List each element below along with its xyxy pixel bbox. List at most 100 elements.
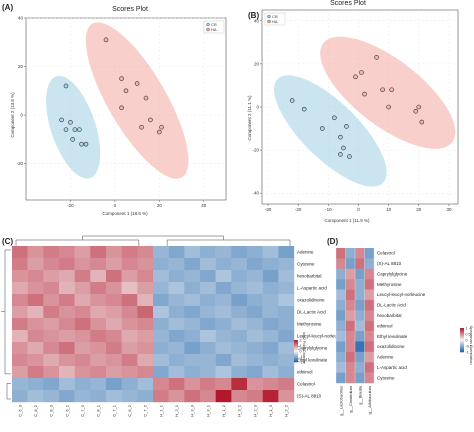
column-label: C_7_2 [143, 404, 148, 417]
heatmap-cell [355, 372, 365, 384]
heatmap-cell [12, 390, 28, 403]
heatmap-cell [364, 258, 375, 269]
heatmap-cell [262, 270, 279, 283]
row-dendrogram [1, 249, 11, 400]
heatmap-cell [278, 258, 295, 271]
heatmap-cell [153, 318, 169, 331]
scale-bar-segment [460, 341, 464, 343]
heatmap-cell [336, 310, 346, 321]
heatmap-cell [106, 330, 122, 343]
scale-bar-segment [460, 334, 464, 335]
heatmap-cell [121, 258, 138, 271]
row-label: Caprylylglycine [297, 346, 328, 351]
heatmap-cell [168, 318, 185, 331]
scale-bar-segment [294, 352, 298, 353]
row-label: Leucyl-leucyl-norleucine [297, 334, 346, 339]
heatmap-cell [278, 330, 295, 343]
column-label: C_6_1 [64, 404, 69, 417]
heatmap-cell [12, 282, 28, 295]
row-label: DL-Lactic Acid [377, 303, 406, 308]
heatmap-cell [90, 270, 107, 283]
heatmap-cell [137, 330, 154, 343]
row-label: ethiimol [297, 370, 313, 375]
heatmap-cell [336, 299, 346, 311]
heatmap-cell [168, 306, 185, 319]
heatmap-cell [74, 390, 91, 403]
heatmap-cell [215, 342, 232, 355]
heatmap-cell [168, 246, 185, 259]
heatmap-cell [106, 306, 122, 319]
row-label: L-Aspartic acid [377, 365, 407, 370]
heatmap-cell [200, 306, 216, 319]
heatmap-cell [106, 354, 122, 367]
scale-bar-segment [294, 344, 298, 346]
scale-bar-segment [294, 361, 298, 363]
heatmap-cell [59, 330, 75, 343]
heatmap-cell [153, 306, 169, 319]
heatmap-cell [215, 330, 232, 343]
column-label: H_2_1 [174, 404, 179, 417]
scale-bar-segment [460, 349, 464, 351]
heatmap-cell [153, 294, 169, 307]
heatmap-cell [74, 306, 91, 319]
heatmap-cell [278, 354, 295, 367]
data-point-cr [341, 145, 346, 151]
scale-bar-segment [294, 357, 298, 358]
scale-bar-segment [460, 347, 464, 349]
heatmap-cell [12, 354, 28, 367]
scale-bar-segment [460, 347, 464, 349]
heatmap-cell [200, 366, 216, 379]
heatmap-cell [336, 268, 346, 280]
heatmap-cell [345, 362, 356, 373]
heatmap-cell [200, 318, 216, 331]
scale-bar-segment [460, 349, 464, 350]
heatmap-cell [355, 351, 365, 363]
heatmap-cell [215, 390, 232, 403]
panel-c-scale-label: log2 Fold Change [302, 332, 307, 364]
heatmap-cell [355, 299, 365, 311]
column-label: H_1_1 [158, 404, 163, 417]
heatmap-cell [336, 372, 346, 384]
heatmap-cell [43, 354, 60, 367]
scale-tick-label: 0.5 [466, 332, 471, 336]
column-label: C_6_3 [17, 404, 22, 417]
heatmap-cell [27, 342, 44, 355]
heatmap-cell [12, 366, 28, 379]
heatmap-cell [262, 318, 279, 331]
heatmap-cell [184, 318, 201, 331]
heatmap-cell [74, 294, 91, 307]
panel-b: (B) Scores Plot -30 -20 -10 0 10 20 30 -40 -20 0 2… [247, 0, 459, 223]
heatmap-cell [184, 282, 201, 295]
heatmap-cell [59, 246, 75, 259]
heatmap-cell [137, 246, 154, 259]
scale-bar-segment [294, 342, 298, 344]
scale-tick-label: 1 [466, 326, 468, 330]
legend-swatch [206, 22, 210, 27]
heatmap-cell [336, 279, 346, 290]
panel-a-xlabel: Component 1 (18.6 %) [102, 211, 148, 216]
heatmap-cell [184, 294, 201, 307]
row-label: hexobarbital [377, 313, 402, 318]
heatmap-cell [247, 294, 263, 307]
scale-bar-segment [460, 330, 464, 332]
heatmap-cell [262, 378, 279, 391]
heatmap-cell [168, 270, 185, 283]
heatmap-cell [231, 258, 248, 271]
scale-bar-segment [294, 340, 298, 341]
data-point-ha [413, 109, 419, 114]
scale-bar-segment [460, 348, 464, 350]
data-point-ha [380, 87, 385, 93]
confidence-ellipse-cr [273, 75, 387, 187]
heatmap-cell [137, 294, 154, 307]
scale-bar-segment [460, 331, 464, 333]
heatmap-cell [27, 306, 44, 319]
heatmap-cell [12, 246, 28, 259]
heatmap-cell [121, 366, 138, 379]
heatmap-cell [231, 282, 248, 295]
heatmap-cell [121, 330, 138, 343]
scale-bar-segment [294, 360, 298, 362]
data-point-cr [344, 124, 349, 129]
row-label: Celastrol [297, 382, 315, 387]
